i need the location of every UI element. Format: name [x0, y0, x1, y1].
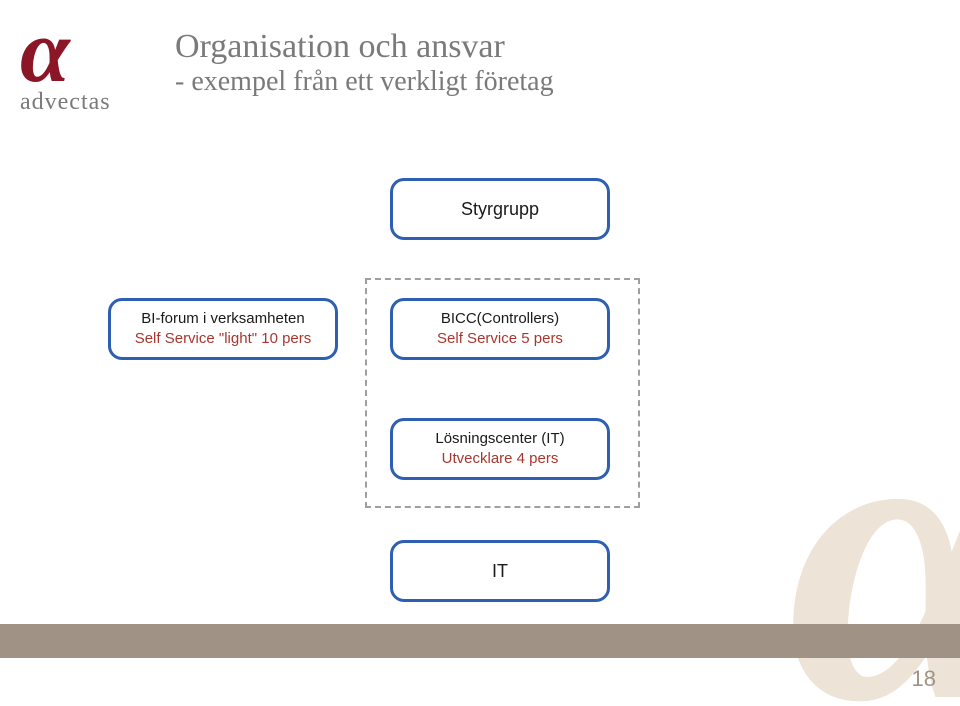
box-line: BICC(Controllers) — [441, 309, 559, 329]
box-biforum: BI-forum i verksamhetenSelf Service "lig… — [108, 298, 338, 360]
logo-wordmark: advectas — [20, 89, 150, 116]
box-line: Self Service 5 pers — [437, 329, 563, 349]
logo-alpha-glyph: α — [20, 20, 150, 83]
slide-title: Organisation och ansvar - exempel från e… — [175, 28, 554, 98]
box-losningscenter: Lösningscenter (IT)Utvecklare 4 pers — [390, 418, 610, 480]
box-line: IT — [492, 559, 508, 583]
slide: α α advectas Organisation och ansvar - e… — [0, 0, 960, 706]
box-line: Lösningscenter (IT) — [435, 429, 564, 449]
title-line2: - exempel från ett verkligt företag — [175, 66, 554, 98]
box-line: Self Service "light" 10 pers — [135, 329, 312, 349]
box-styrgrupp: Styrgrupp — [390, 178, 610, 240]
title-line1: Organisation och ansvar — [175, 28, 554, 66]
footer-bar — [0, 624, 960, 658]
box-bicc: BICC(Controllers)Self Service 5 pers — [390, 298, 610, 360]
box-line: Utvecklare 4 pers — [442, 449, 559, 469]
page-number: 18 — [912, 666, 936, 692]
box-it: IT — [390, 540, 610, 602]
box-line: Styrgrupp — [461, 197, 539, 221]
box-line: BI-forum i verksamheten — [141, 309, 304, 329]
brand-logo: α advectas — [20, 20, 150, 116]
